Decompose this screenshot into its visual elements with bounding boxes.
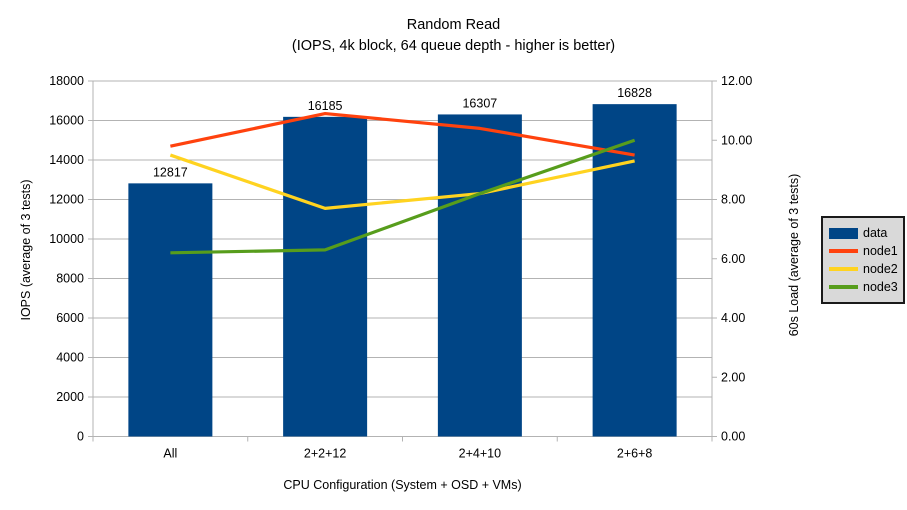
x-axis-category-label: All	[163, 447, 177, 461]
legend-item-node3: node3	[829, 278, 899, 296]
bar	[128, 183, 213, 437]
legend-line-swatch	[829, 285, 858, 289]
right-axis-tick-label: 12.00	[721, 74, 752, 88]
bar-value-label: 16828	[617, 86, 652, 100]
legend: data node1 node2 node3	[821, 216, 905, 304]
legend-item-node1: node1	[829, 242, 899, 260]
right-axis-tick-label: 10.00	[721, 133, 752, 147]
legend-label: data	[863, 226, 888, 240]
right-axis-tick-label: 2.00	[721, 370, 745, 384]
legend-label: node1	[863, 244, 898, 258]
bar	[437, 114, 522, 437]
right-axis-tick-label: 6.00	[721, 252, 745, 266]
legend-item-data: data	[829, 224, 899, 242]
legend-box-swatch	[829, 227, 858, 239]
right-axis-tick-label: 0.00	[721, 430, 745, 444]
x-axis-category-label: 2+6+8	[617, 447, 653, 461]
chart-title: Random Read	[406, 17, 501, 33]
series-line-node2	[169, 153, 635, 210]
legend-line-swatch	[829, 267, 858, 271]
bar-value-label: 16185	[308, 99, 343, 113]
left-axis-tick-label: 14000	[49, 153, 84, 167]
right-axis-tick-label: 8.00	[721, 193, 745, 207]
legend-label: node3	[863, 280, 898, 294]
legend-item-node2: node2	[829, 260, 899, 278]
x-axis-category-label: 2+2+12	[304, 447, 346, 461]
bar	[592, 104, 677, 437]
left-axis-tick-label: 18000	[49, 74, 84, 88]
legend-label: node2	[863, 262, 898, 276]
x-axis-category-label: 2+4+10	[459, 447, 501, 461]
x-axis-title: CPU Configuration (System + OSD + VMs)	[283, 478, 522, 492]
bar-value-label: 16307	[462, 96, 497, 110]
series-line-node1	[170, 111, 635, 157]
left-axis-tick-label: 10000	[49, 232, 84, 246]
left-axis-tick-label: 6000	[56, 311, 84, 325]
right-axis-tick-label: 4.00	[721, 311, 745, 325]
left-axis-title: IOPS (average of 3 tests)	[19, 179, 33, 321]
chart-title-block: Random Read (IOPS, 4k block, 64 queue de…	[0, 15, 907, 57]
right-axis-title: 60s Load (average of 3 tests)	[787, 173, 801, 337]
chart-subtitle: (IOPS, 4k block, 64 queue depth - higher…	[291, 38, 616, 54]
left-axis-tick-label: 8000	[56, 272, 84, 286]
bar	[283, 116, 368, 437]
left-axis-tick-label: 4000	[56, 351, 84, 365]
left-axis-tick-label: 0	[77, 430, 84, 444]
legend-line-swatch	[829, 249, 858, 253]
left-axis-tick-label: 16000	[49, 114, 84, 128]
left-axis-tick-label: 12000	[49, 193, 84, 207]
left-axis-tick-label: 2000	[56, 390, 84, 404]
series-line-node3	[170, 138, 636, 255]
bar-value-label: 12817	[153, 165, 188, 179]
